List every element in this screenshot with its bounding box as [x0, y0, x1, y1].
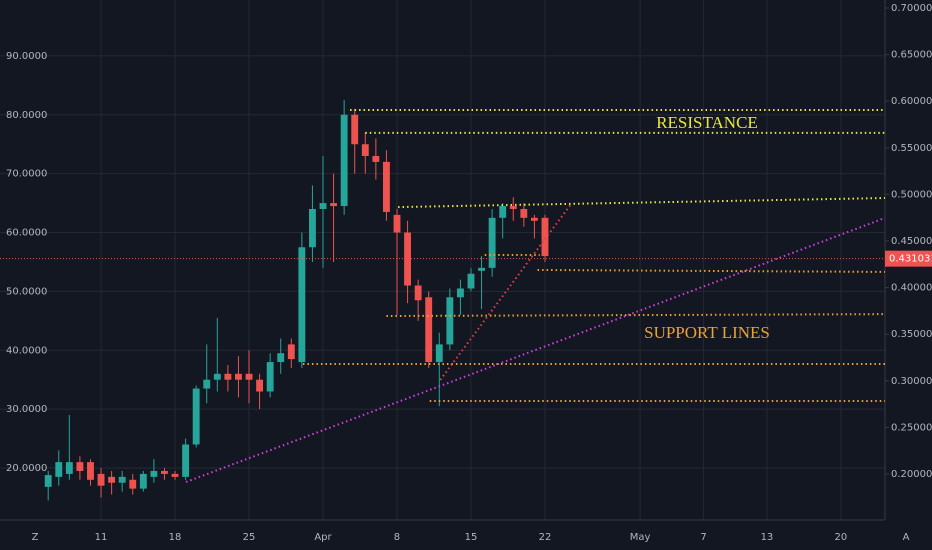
candle-body — [97, 473, 105, 486]
price-label: 0.431031 — [889, 254, 932, 265]
candle-body — [87, 462, 94, 480]
candle-body — [446, 297, 454, 345]
candle-body — [298, 247, 306, 363]
candle-body — [118, 476, 126, 483]
annotation: SUPPORT LINES — [644, 323, 770, 342]
x-tick-label: 25 — [243, 532, 256, 543]
candle-body — [203, 379, 211, 389]
candle-body — [139, 473, 147, 489]
candle-body — [319, 203, 327, 209]
x-tick-label: 18 — [169, 532, 182, 543]
trend-line — [398, 197, 886, 209]
candle-body — [456, 288, 464, 298]
candle-body — [256, 379, 264, 392]
x-tick-label: 13 — [761, 532, 774, 543]
x-tick-label: 8 — [394, 532, 400, 543]
annotation: RESISTANCE — [656, 113, 758, 132]
candle-body — [509, 206, 517, 209]
x-tick-label: 7 — [700, 532, 706, 543]
candle-body — [182, 444, 190, 477]
x-tick-label: May — [630, 532, 651, 543]
candle-body — [55, 462, 63, 477]
candle-body — [382, 161, 390, 212]
candle-body — [245, 373, 253, 380]
y-tick-label: 40.0000 — [6, 345, 47, 356]
candle-body — [44, 475, 52, 487]
candle-body — [361, 144, 369, 157]
candle-body — [340, 114, 348, 207]
candle-body — [330, 203, 338, 207]
price-label-box — [885, 250, 932, 267]
candle-body — [235, 373, 242, 380]
candle-body — [530, 217, 538, 221]
candle-body — [65, 462, 73, 474]
candle-body — [108, 476, 116, 483]
candle-body — [425, 297, 433, 363]
candle-body — [171, 473, 179, 477]
candle-body — [213, 373, 221, 380]
candle-body — [499, 206, 507, 218]
candle-body — [76, 462, 84, 471]
candle-body — [520, 208, 528, 218]
trend-line — [386, 313, 886, 318]
candle-body — [129, 479, 137, 489]
trend-line — [185, 217, 886, 483]
y-tick-label: 50.0000 — [6, 286, 47, 297]
candle-body — [150, 470, 158, 477]
candle-body — [404, 232, 412, 286]
x-tick-label: Apr — [314, 532, 332, 543]
y-tick-label: 20.0000 — [6, 463, 47, 474]
candle-body — [478, 267, 485, 271]
candle-body — [372, 156, 380, 162]
x-tick-label: 11 — [95, 532, 108, 543]
x-tick-label: 22 — [539, 532, 552, 543]
trend-line — [439, 204, 572, 381]
y-tick-label: 60.0000 — [6, 228, 47, 239]
candle-body — [266, 362, 274, 392]
candle-body — [393, 214, 401, 233]
candle-body — [309, 208, 316, 248]
candle-body — [435, 344, 443, 363]
candle-body — [224, 373, 232, 380]
candle-body — [488, 217, 496, 268]
candle-body — [277, 353, 285, 363]
candle-body — [161, 470, 168, 474]
auto-button[interactable]: A — [903, 532, 910, 543]
x-tick-label: 20 — [835, 532, 848, 543]
candle-body — [414, 285, 422, 301]
y-tick-label: 30.0000 — [6, 404, 47, 415]
y-tick-label: 80.0000 — [6, 110, 47, 121]
scale-button[interactable]: Z — [32, 532, 39, 543]
candle-body — [541, 217, 549, 257]
y-tick-label: 90.0000 — [6, 51, 47, 62]
candle-body — [351, 114, 359, 145]
candle-body — [287, 344, 295, 360]
candle-body — [192, 388, 200, 445]
x-tick-label: 15 — [465, 532, 478, 543]
candle-body — [467, 273, 475, 289]
y-tick-label: 70.0000 — [6, 169, 47, 180]
